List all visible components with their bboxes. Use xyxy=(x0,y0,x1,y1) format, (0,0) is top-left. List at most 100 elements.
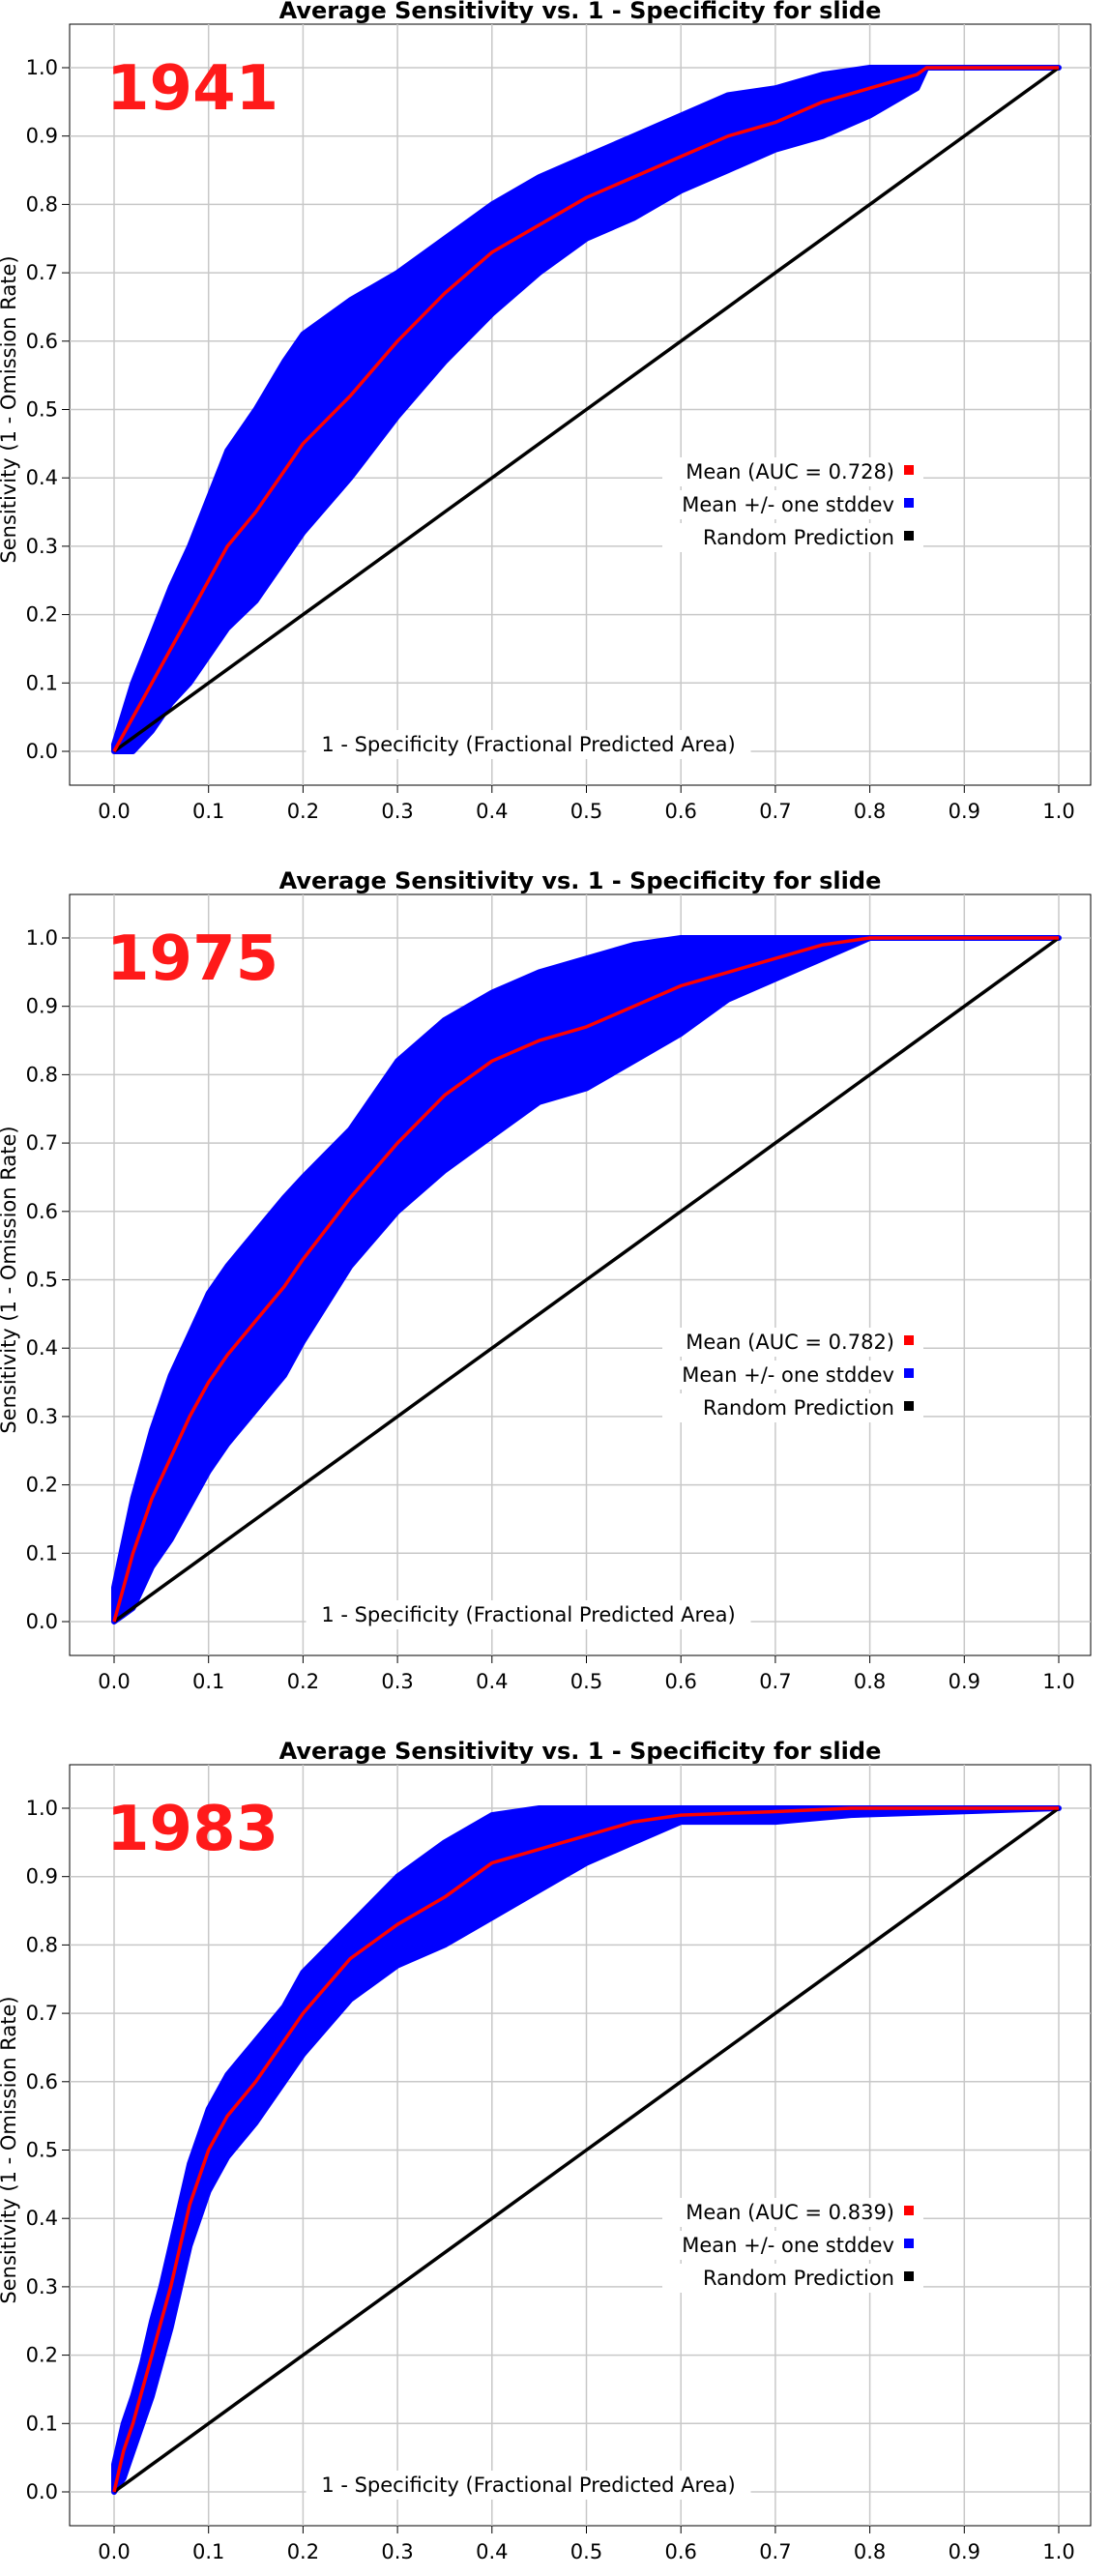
legend-bg xyxy=(662,457,923,486)
x-tick-label: 0.6 xyxy=(664,2540,696,2563)
x-tick-label: 0.4 xyxy=(476,2540,508,2563)
x-tick-label: 1.0 xyxy=(1042,1670,1074,1693)
legend-bg xyxy=(662,490,923,519)
y-tick-label: 1.0 xyxy=(26,56,58,79)
legend-mean-swatch xyxy=(904,1335,914,1345)
x-tick-label: 0.1 xyxy=(192,1670,224,1693)
y-tick-label: 0.0 xyxy=(26,740,58,763)
legend-random-swatch xyxy=(904,1401,914,1411)
x-axis-label: 1 - Specificity (Fractional Predicted Ar… xyxy=(321,733,735,756)
x-tick-label: 0.8 xyxy=(854,2540,886,2563)
legend-bg xyxy=(662,2231,923,2260)
x-label-bg xyxy=(306,2471,751,2500)
y-tick-label: 0.3 xyxy=(26,2275,58,2298)
y-tick-label: 1.0 xyxy=(26,926,58,950)
x-tick-label: 0.1 xyxy=(192,2540,224,2563)
legend-mean-label: Mean (AUC = 0.839) xyxy=(686,2201,894,2224)
y-tick-label: 0.2 xyxy=(26,2344,58,2367)
x-tick-label: 0.4 xyxy=(476,1670,508,1693)
y-tick-label: 0.1 xyxy=(26,2412,58,2435)
year-label: 1941 xyxy=(106,53,278,125)
legend-mean-swatch xyxy=(904,465,914,475)
y-tick-label: 1.0 xyxy=(26,1797,58,1820)
y-tick-label: 0.5 xyxy=(26,2139,58,2162)
x-tick-label: 0.0 xyxy=(98,2540,130,2563)
x-tick-label: 0.6 xyxy=(664,1670,696,1693)
x-tick-label: 0.4 xyxy=(476,800,508,823)
y-tick-label: 0.3 xyxy=(26,1405,58,1428)
y-tick-label: 0.9 xyxy=(26,125,58,148)
year-label: 1975 xyxy=(106,923,278,995)
random-prediction-line xyxy=(112,66,1061,753)
random-prediction-line xyxy=(112,1806,1061,2494)
legend-bg xyxy=(662,1328,923,1357)
x-axis-label: 1 - Specificity (Fractional Predicted Ar… xyxy=(321,2474,735,2497)
y-tick-label: 0.8 xyxy=(26,192,58,216)
legend-bg xyxy=(662,1393,923,1422)
legend-mean-label: Mean (AUC = 0.728) xyxy=(686,460,894,483)
x-axis-label: 1 - Specificity (Fractional Predicted Ar… xyxy=(321,1603,735,1626)
stddev-band xyxy=(111,1805,1062,2495)
legend-stddev-swatch xyxy=(904,2239,914,2248)
x-tick-label: 0.9 xyxy=(949,800,980,823)
y-tick-label: 0.3 xyxy=(26,535,58,558)
mean-roc-line xyxy=(112,1806,1059,2493)
y-tick-label: 0.0 xyxy=(26,1610,58,1633)
legend-random-swatch xyxy=(904,2271,914,2281)
y-tick-label: 0.6 xyxy=(26,2070,58,2093)
chart-panel-1941: Average Sensitivity vs. 1 - Specificity … xyxy=(0,0,1092,823)
x-tick-label: 0.9 xyxy=(949,1670,980,1693)
y-tick-label: 0.7 xyxy=(26,261,58,284)
y-tick-label: 0.6 xyxy=(26,330,58,353)
x-tick-label: 0.6 xyxy=(664,800,696,823)
legend-stddev-label: Mean +/- one stddev xyxy=(682,1363,894,1387)
legend-random-label: Random Prediction xyxy=(703,2267,894,2290)
legend-mean-swatch xyxy=(904,2206,914,2215)
legend-mean-label: Mean (AUC = 0.782) xyxy=(686,1331,894,1354)
legend-bg xyxy=(662,2198,923,2227)
x-tick-label: 0.7 xyxy=(759,2540,791,2563)
x-tick-label: 0.7 xyxy=(759,800,791,823)
x-tick-label: 0.3 xyxy=(381,1670,413,1693)
x-label-bg xyxy=(306,1600,751,1629)
x-tick-label: 0.5 xyxy=(570,2540,602,2563)
legend-random-label: Random Prediction xyxy=(703,526,894,549)
chart-panel-1983: Average Sensitivity vs. 1 - Specificity … xyxy=(0,1738,1092,2563)
x-tick-label: 0.1 xyxy=(192,800,224,823)
chart-panel-1975: Average Sensitivity vs. 1 - Specificity … xyxy=(0,867,1092,1693)
legend-bg xyxy=(662,2264,923,2293)
x-tick-label: 0.8 xyxy=(854,800,886,823)
y-tick-label: 0.4 xyxy=(26,2207,58,2230)
chart-title: Average Sensitivity vs. 1 - Specificity … xyxy=(279,867,882,894)
x-tick-label: 0.0 xyxy=(98,800,130,823)
legend-bg xyxy=(662,523,923,552)
y-tick-label: 0.5 xyxy=(26,398,58,422)
y-tick-label: 0.8 xyxy=(26,1063,58,1086)
x-tick-label: 1.0 xyxy=(1042,800,1074,823)
legend-stddev-label: Mean +/- one stddev xyxy=(682,493,894,516)
x-tick-label: 0.3 xyxy=(381,800,413,823)
y-axis-label: Sensitivity (1 - Omission Rate) xyxy=(0,255,20,563)
x-tick-label: 0.9 xyxy=(949,2540,980,2563)
x-tick-label: 0.2 xyxy=(287,2540,319,2563)
x-label-bg xyxy=(306,730,751,759)
y-axis-label: Sensitivity (1 - Omission Rate) xyxy=(0,1126,20,1433)
y-tick-label: 0.4 xyxy=(26,466,58,489)
y-tick-label: 0.7 xyxy=(26,1131,58,1155)
y-tick-label: 0.7 xyxy=(26,2002,58,2025)
x-tick-label: 0.5 xyxy=(570,1670,602,1693)
y-tick-label: 0.1 xyxy=(26,1541,58,1565)
random-prediction-line xyxy=(112,936,1061,1624)
x-tick-label: 0.5 xyxy=(570,800,602,823)
y-tick-label: 0.2 xyxy=(26,1474,58,1497)
x-tick-label: 0.3 xyxy=(381,2540,413,2563)
year-label: 1983 xyxy=(106,1794,278,1865)
x-tick-label: 0.0 xyxy=(98,1670,130,1693)
legend-random-swatch xyxy=(904,531,914,541)
y-tick-label: 0.1 xyxy=(26,671,58,694)
y-tick-label: 0.5 xyxy=(26,1269,58,1292)
x-tick-label: 0.2 xyxy=(287,1670,319,1693)
y-tick-label: 0.8 xyxy=(26,1933,58,1956)
